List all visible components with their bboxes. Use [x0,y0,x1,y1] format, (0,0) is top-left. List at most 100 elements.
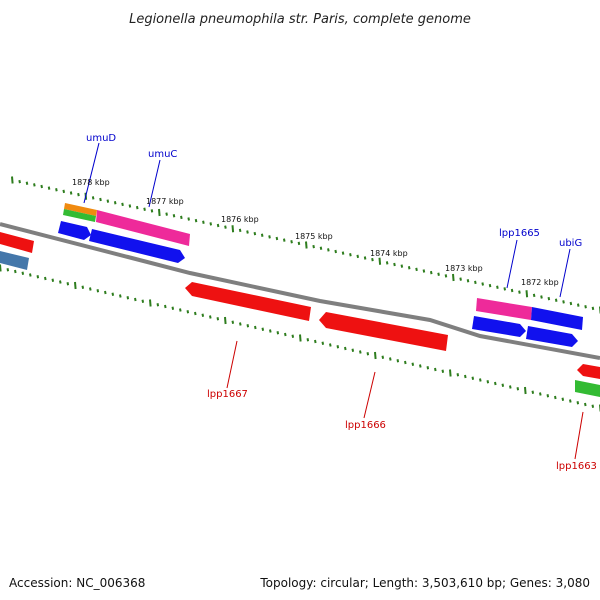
accession-text: Accession: NC_006368 [9,576,145,590]
outer-minor-tick [187,217,190,221]
outer-minor-tick [444,274,448,278]
inner-minor-tick [254,325,257,330]
gene-label-lpp1666[interactable]: lpp1666 [345,420,386,431]
gene-label-lpp1667[interactable]: lpp1667 [207,389,248,400]
inner-minor-tick [201,313,205,317]
outer-minor-tick [246,230,249,234]
gene-umuC-blue[interactable] [89,229,185,263]
outer-minor-tick [591,306,595,311]
inner-minor-tick [306,338,310,342]
outer-minor-tick [349,253,352,257]
inner-minor-tick [591,404,595,408]
outer-minor-tick [282,238,286,242]
leader-lpp1663 [574,411,584,460]
gene-umuD-orange[interactable] [64,203,97,216]
inner-minor-tick [269,329,272,333]
outer-minor-tick [576,303,580,307]
outer-minor-tick [40,184,43,189]
outer-minor-tick [341,251,345,255]
outer-minor-tick [172,214,176,218]
gene-lpp1663-green[interactable] [575,380,600,397]
outer-minor-tick [62,189,66,194]
inner-minor-tick [426,366,430,370]
inner-minor-tick [284,332,287,337]
gene-lpp1663-red[interactable] [577,364,600,379]
inner-tick-track [0,264,600,412]
outer-minor-tick [363,256,367,260]
outer-minor-tick [429,270,433,275]
gene-ubiG-blue-lower[interactable] [526,326,578,347]
gene-left-steel[interactable] [0,251,29,270]
inner-minor-tick [576,401,580,405]
outer-minor-tick [496,285,499,289]
outer-minor-tick [216,223,220,228]
outer-major-tick [452,273,455,282]
gene-ubiG-blue[interactable] [531,307,583,330]
inner-minor-tick [156,303,160,307]
gene-label-lpp1663[interactable]: lpp1663 [556,461,597,472]
outer-minor-tick [547,296,551,301]
inner-minor-tick [509,385,512,389]
gene-label-umuc[interactable]: umuC [148,149,177,160]
inner-minor-tick [246,324,250,328]
inner-major-tick [374,351,377,360]
outer-minor-tick [327,248,330,252]
outer-minor-tick [128,204,132,208]
inner-minor-tick [359,350,362,354]
gene-lpp1665-pink[interactable] [476,298,532,320]
inner-minor-tick [6,268,10,272]
tick-label: 1877 kbp [146,197,184,206]
inner-minor-tick [381,355,385,359]
inner-minor-tick [134,297,137,302]
inner-minor-tick [464,374,467,379]
gene-lpp1667-red[interactable] [185,282,311,321]
inner-minor-tick [516,387,520,391]
inner-minor-tick [434,367,437,372]
outer-minor-tick [238,228,242,233]
gene-lpp1666-red[interactable] [319,312,448,351]
outer-minor-tick [422,269,426,273]
inner-minor-tick [344,346,347,351]
outer-minor-tick [407,266,411,270]
outer-minor-tick [503,287,507,291]
gene-label-ubig[interactable]: ubiG [559,238,582,249]
gene-label-umud[interactable]: umuD [86,133,116,144]
inner-minor-tick [531,390,535,394]
gene-left-red[interactable] [0,232,34,253]
inner-minor-tick [126,296,130,300]
tick-label: 1878 kbp [72,178,110,187]
genome-backbone [0,222,600,360]
inner-minor-tick [66,282,70,286]
outer-minor-tick [584,305,587,309]
genome-title: Legionella pneumophila str. Paris, compl… [129,12,471,27]
gene-umuC-pink[interactable] [96,210,190,246]
outer-minor-tick [143,207,146,211]
outer-minor-tick [180,215,183,220]
leader-umuD [83,142,100,204]
inner-major-tick [299,334,302,342]
gene-umuD-green[interactable] [63,209,96,222]
inner-major-tick [0,264,2,272]
inner-minor-tick [119,294,122,298]
inner-minor-tick [479,378,482,382]
outer-minor-tick [33,183,36,187]
outer-minor-tick [18,179,21,184]
reverse-genes [185,282,600,397]
outer-minor-tick [540,295,543,299]
gene-label-lpp1665[interactable]: lpp1665 [499,228,540,239]
gene-lpp1665-blue[interactable] [472,316,526,337]
inner-minor-tick [96,289,100,293]
gene-umuD-blue[interactable] [58,221,91,240]
outer-minor-tick [532,293,536,298]
leader-lpp1667 [226,340,238,389]
tick-label: 1873 kbp [445,264,483,273]
outer-minor-tick [312,244,315,249]
tick-label: 1874 kbp [370,249,408,258]
outer-minor-tick [481,282,484,286]
outer-minor-tick [297,241,301,246]
outer-minor-tick [209,222,213,226]
outer-minor-tick [268,235,271,239]
outer-minor-tick [569,301,573,306]
inner-minor-tick [351,348,355,352]
outer-minor-tick [91,196,95,200]
